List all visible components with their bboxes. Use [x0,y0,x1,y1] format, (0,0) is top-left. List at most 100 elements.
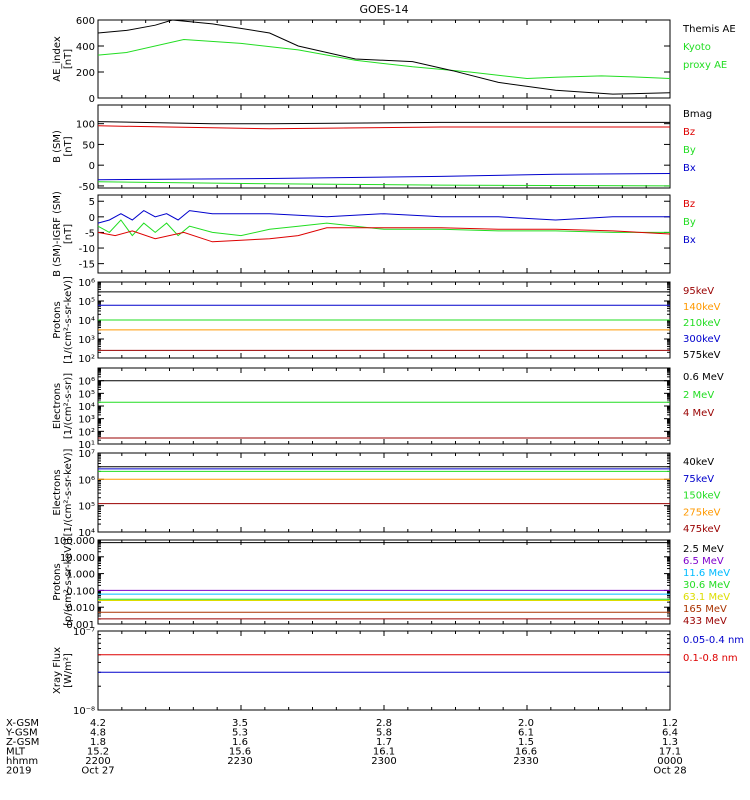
legend-label: 300keV [683,334,721,345]
legend-label: 0.6 MeV [683,372,724,383]
y-tick-label: 0 [89,213,95,224]
y-tick-label: 10² [78,354,95,365]
y-axis-label: Protons[1/(cm²-s-sr-keV)] [52,276,74,364]
y-tick-label: 1.000 [66,570,95,581]
legend-label: 575keV [683,350,721,361]
time-row-label: Z-GSM [6,737,39,748]
legend-label: 6.5 MeV [683,556,724,567]
legend-label: By [683,145,696,156]
y-tick-label: 10⁶ [78,475,95,486]
y-axis-label-line: [1/(cm²-s-sr)] [63,373,74,439]
y-tick-label: 100.000 [54,536,95,547]
time-tick-label: 1.5 [518,737,534,748]
legend-label: Bx [683,163,696,174]
y-tick-label: 10⁵ [78,502,95,513]
series-line-bx [97,210,670,224]
y-tick-label: -5 [85,228,95,239]
legend-label: 2.5 MeV [683,544,724,555]
y-tick-label: 0.100 [66,586,95,597]
legend-label: proxy AE [683,60,727,71]
time-tick-label: 17.1 [659,747,681,758]
y-axis-label: Protons[p/(cm²-s-sr-keV)] [52,538,74,626]
y-axis-label-line: [1/(cm²-s-sr-keV)] [63,276,74,364]
panel-frame [97,194,671,274]
legend-label: 63.1 MeV [683,592,730,603]
y-tick-label: 10⁵ [78,297,95,308]
y-tick-label: 0 [89,161,95,172]
time-tick-label: 16.1 [373,747,395,758]
y-tick-label: 200 [76,68,95,79]
time-tick-label: 2200 [85,756,110,767]
legend-label: 4 MeV [683,408,714,419]
legend-label: 475keV [683,524,721,535]
y-tick-label: 10⁶ [78,377,95,388]
time-row-label: 2019 [6,766,31,777]
y-axis-label-line: [p/(cm²-s-sr-keV)] [63,538,74,626]
legend-label: 0.1-0.8 nm [683,653,738,664]
y-axis-label-line: [1/(cm²-s-sr-keV)] [63,449,74,537]
y-tick-label: 10³ [78,335,95,346]
y-tick-label: 0.001 [66,620,95,631]
time-tick-label: 5.3 [232,728,248,739]
y-tick-label: -10 [79,244,95,255]
y-tick-label: 10⁶ [78,278,95,289]
y-tick-label: 10³ [78,415,95,426]
time-tick-label: 6.1 [518,728,534,739]
legend-label: By [683,217,696,228]
series-line-bz [97,125,670,130]
series-line-kyoto-proxy-ae [97,38,671,80]
panel-frame [97,539,671,625]
y-axis-label-line: Xray Flux [52,647,63,694]
y-tick-label: 5 [89,197,95,208]
y-axis-label-line: Protons [52,301,63,338]
y-tick-label: 10⁴ [78,316,95,327]
y-axis-label: AE_index[nT] [52,36,74,82]
time-tick-label: 15.2 [87,747,109,758]
y-axis-label-line: [nT] [63,49,74,69]
legend-label: 0.05-0.4 nm [683,635,744,646]
y-axis-label-line: Electrons [52,383,63,429]
time-row-label: X-GSM [6,718,39,729]
panel-protons2: 0.0010.0100.1001.00010.000100.000Protons… [52,536,730,631]
y-axis-label: Electrons[1/(cm²-s-sr)] [52,373,74,439]
series-line-bmag [97,121,670,125]
legend-label: 40keV [683,457,714,468]
y-tick-label: 10⁵ [78,389,95,400]
y-axis-label: Xray Flux[W/m²] [52,647,74,694]
y-tick-label: 10¹ [78,440,95,451]
time-tick-label: 4.8 [90,728,106,739]
y-axis-label: B (SM)-IGRF (SM)[nT] [52,191,74,277]
time-tick-label: Oct 27 [81,766,114,777]
time-tick-label: 1.6 [232,737,248,748]
panel-frame [97,104,671,189]
y-axis-label-line: B (SM) [52,130,63,163]
series-line-bz [97,227,671,243]
panel-frame [97,19,671,99]
legend-label: Bz [683,127,695,138]
time-row-label: Y-GSM [5,728,38,739]
legend-label: Kyoto [683,42,711,53]
y-axis-label-line: [nT] [63,136,74,156]
time-tick-label: 1.2 [662,718,678,729]
time-tick-label: 2330 [513,756,538,767]
time-tick-label: 2300 [371,756,396,767]
y-tick-label: 400 [76,42,95,53]
legend-label: Themis AE [682,24,736,35]
time-tick-label: Oct 28 [653,766,686,777]
time-tick-label: 15.6 [229,747,251,758]
y-axis-label-line: B (SM)-IGRF (SM) [52,191,63,277]
time-tick-label: 5.8 [376,728,392,739]
legend-label: 140keV [683,302,721,313]
y-axis-label-line: Electrons [52,469,63,515]
time-tick-label: 2.0 [518,718,534,729]
time-tick-label: 1.7 [376,737,392,748]
time-tick-label: 0000 [657,756,682,767]
y-axis-label: B (SM)[nT] [52,130,74,163]
panel-frame [97,367,671,445]
y-tick-label: 10² [78,427,95,438]
legend-label: 150keV [683,491,721,502]
y-axis-label-line: AE_index [52,36,63,82]
